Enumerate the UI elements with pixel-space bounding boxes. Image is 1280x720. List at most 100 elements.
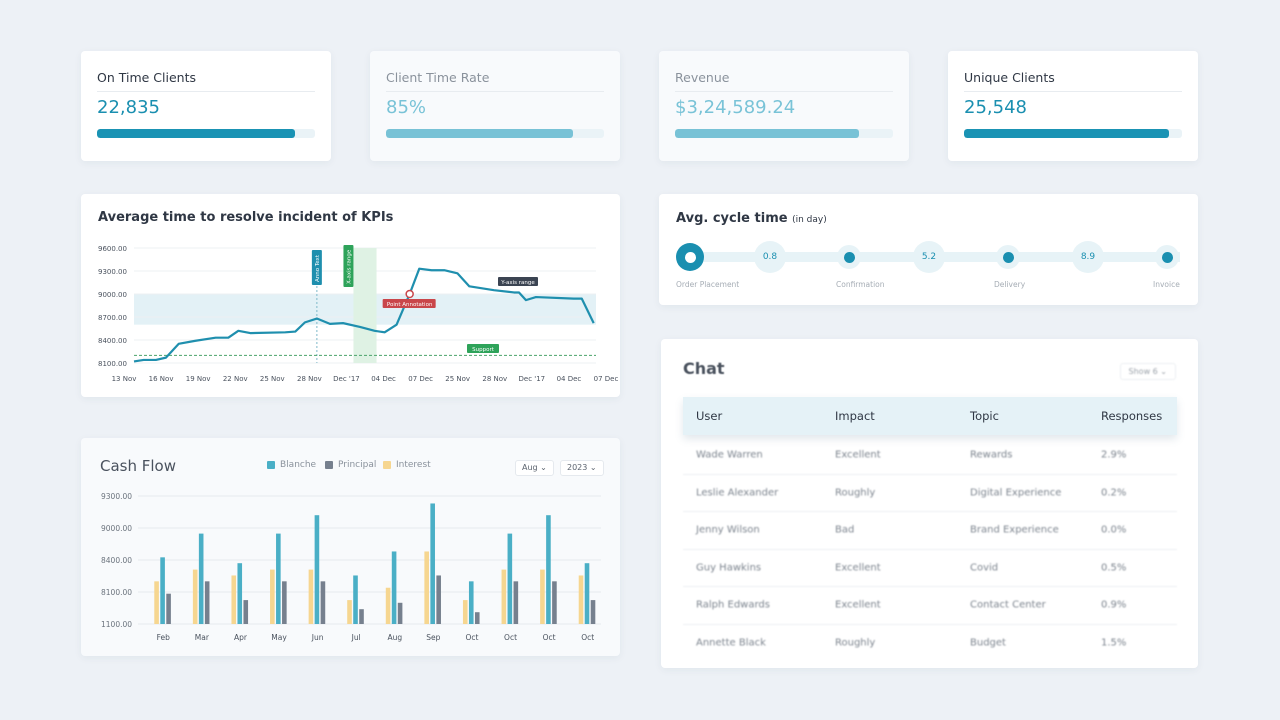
x-range-tag [343, 245, 354, 287]
column-header-user[interactable]: User [696, 409, 723, 423]
chat-table-header: User Impact Topic Responses [683, 397, 1177, 435]
kpi-title: On Time Clients [97, 70, 196, 85]
table-cell: Roughly [835, 637, 876, 649]
bar-interest [347, 600, 352, 624]
x-tick-label: Sep [426, 633, 440, 642]
point-annotation-tag [382, 299, 436, 308]
table-row[interactable]: Wade Warren Excellent Rewards 2.9% [683, 437, 1177, 475]
y-range-label: Y-axis range [500, 280, 535, 286]
bar-principal [359, 609, 364, 624]
table-row[interactable]: Guy Hawkins Excellent Covid 0.5% [683, 550, 1177, 587]
x-tick-label: Dec '17 [519, 375, 546, 383]
x-tick-label: 04 Dec [557, 375, 582, 383]
support-tag [467, 344, 499, 353]
cash-flow-title: Cash Flow [100, 457, 176, 475]
table-cell: 0.9% [1101, 599, 1127, 611]
table-cell: Guy Hawkins [696, 562, 762, 574]
x-tick-label: Jun [311, 633, 324, 642]
y-tick-label: 8700.00 [98, 314, 127, 322]
x-tick-label: Jul [351, 633, 361, 642]
x-tick-label: May [271, 633, 287, 642]
bar-interest [385, 587, 391, 624]
year-select-value: 2023 [567, 463, 588, 472]
kpi-value: 25,548 [964, 97, 1027, 118]
step-order-placement [676, 243, 704, 271]
bar-interest [578, 575, 584, 624]
bar-blanche [391, 551, 397, 624]
table-cell: Rewards [970, 449, 1013, 461]
step-value-text: 5.2 [921, 252, 937, 262]
bar-interest [231, 575, 237, 624]
table-cell: 0.2% [1101, 487, 1127, 499]
cycle-time-card: Avg. cycle time (in day) 0.8 5.2 8.9 Ord… [659, 194, 1198, 305]
table-row[interactable]: Ralph Edwards Excellent Contact Center 0.9% [683, 587, 1177, 625]
x-tick-label: 28 Nov [482, 375, 507, 383]
table-cell: Ralph Edwards [696, 599, 770, 611]
table-cell: 1.5% [1101, 637, 1127, 649]
bar-interest [424, 551, 429, 624]
vertical-annotation-tag [311, 250, 322, 285]
bar-principal [590, 600, 596, 624]
x-tick-label: 28 Nov [297, 375, 322, 383]
month-select[interactable]: Aug ⌄ [515, 460, 554, 476]
kpi-value: $3,24,589.24 [675, 97, 796, 118]
bar-principal [436, 575, 441, 624]
legend-swatch [267, 461, 275, 469]
table-row[interactable]: Leslie Alexander Roughly Digital Experienc… [683, 475, 1177, 512]
y-tick-label: 8400.00 [101, 556, 132, 565]
line-chart: 9600.00 9300.00 9000.00 8700.00 8400.00 8100.… [98, 245, 619, 383]
x-tick-label: Apr [234, 633, 248, 642]
y-tick-label: 8400.00 [98, 337, 127, 345]
kpi-card-client-time-rate: Client Time Rate 85% [370, 51, 620, 161]
step-confirmation [837, 245, 861, 269]
bar-interest [308, 569, 314, 624]
x-range-label: X-axis range [346, 249, 352, 284]
bar-blanche [507, 533, 513, 624]
table-cell: Budget [970, 637, 1006, 649]
kpi-value: 22,835 [97, 97, 160, 118]
bar-interest [501, 569, 507, 624]
kpi-card-on-time-clients: On Time Clients 22,835 [81, 51, 331, 161]
bar-interest [270, 569, 275, 624]
point-annotation-marker [405, 289, 414, 299]
bar-blanche [584, 563, 590, 624]
step-label: Delivery [994, 280, 1026, 289]
table-row[interactable]: Annette Black Roughly Budget 1.5% [683, 625, 1177, 663]
y-tick-label: 9000.00 [98, 291, 127, 299]
x-tick-label: Feb [157, 633, 171, 642]
x-tick-label: Oct [465, 633, 478, 642]
point-annotation-label: Point Annotation [387, 302, 433, 308]
year-select[interactable]: 2023 ⌄ [560, 460, 604, 476]
chat-card: Chat Show 6 ⌄ User Impact Topic Response… [661, 339, 1198, 668]
kpi-progress-bar [97, 129, 315, 138]
chart-title: Average time to resolve incident of KPIs [98, 210, 394, 225]
column-header-responses[interactable]: Responses [1101, 409, 1163, 423]
bar-principal [397, 602, 403, 624]
table-row[interactable]: Jenny Wilson Bad Brand Experience 0.0% [683, 512, 1177, 550]
bar-chart: 1100.00 8100.00 8400.00 9000.00 9300.00 Feb Ma… [101, 492, 601, 642]
column-header-topic[interactable]: Topic [970, 409, 999, 423]
step-value-text: 8.9 [1080, 252, 1096, 262]
y-tick-label: 9000.00 [101, 524, 132, 533]
legend-label: Blanche [280, 460, 317, 470]
kpi-progress-fill [386, 129, 574, 138]
x-tick-label: 07 Dec [594, 375, 619, 383]
kpi-progress-fill [964, 129, 1169, 138]
kpi-progress-bar [386, 129, 604, 138]
bar-blanche [546, 515, 551, 624]
kpi-progress-fill [97, 129, 296, 138]
cycle-unit: (in day) [792, 215, 827, 225]
bar-interest [540, 569, 545, 624]
table-cell: Jenny Wilson [696, 524, 760, 536]
show-count-select[interactable]: Show 6 ⌄ [1119, 363, 1176, 380]
x-tick-label: Oct [543, 633, 556, 642]
column-header-impact[interactable]: Impact [835, 409, 875, 423]
bar-principal [204, 581, 210, 624]
bar-blanche [468, 581, 474, 624]
kpi-title: Unique Clients [964, 70, 1055, 85]
step-label: Invoice [1153, 280, 1180, 289]
x-tick-label: 16 Nov [149, 375, 174, 383]
chevron-down-icon: ⌄ [540, 463, 547, 472]
bar-blanche [237, 563, 243, 624]
legend-swatch [325, 461, 333, 469]
